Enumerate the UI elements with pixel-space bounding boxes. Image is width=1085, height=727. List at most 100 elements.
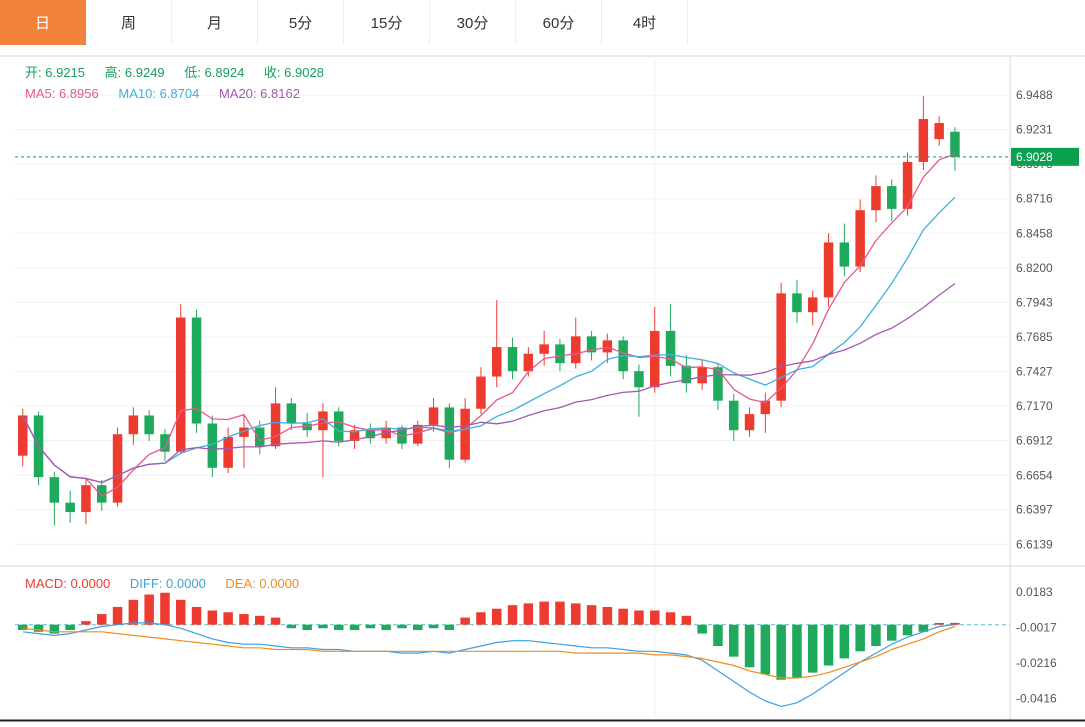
candle-body (871, 186, 881, 211)
macd-bar (444, 624, 455, 631)
tab-60min[interactable]: 60分 (516, 0, 602, 45)
macd-bar (492, 608, 502, 625)
ma5-value: 6.8956 (58, 86, 99, 101)
macd-bar (334, 624, 344, 631)
open-readout: 开: 6.9215 (25, 65, 86, 80)
candle-body (555, 344, 565, 364)
ma-legend: MA5: 6.8956 MA10: 6.8704 MA20: 6.8162 (25, 86, 316, 101)
tab-15min[interactable]: 15分 (344, 0, 430, 45)
svg-text:6.6139: 6.6139 (1016, 537, 1053, 551)
macd-bar (855, 624, 865, 652)
candle-body (665, 330, 676, 366)
candle-body (539, 344, 549, 354)
candle-body (918, 119, 929, 162)
macd-bar (176, 599, 186, 625)
dea-readout: DEA: 0.0000 (225, 576, 300, 591)
macd-bar (697, 624, 707, 634)
svg-text:6.6912: 6.6912 (1016, 434, 1053, 448)
candle-body (349, 430, 360, 441)
macd-bar (97, 614, 107, 625)
candle-body (239, 427, 249, 437)
macd-bar (302, 624, 312, 631)
ma10-value: 6.8704 (159, 86, 200, 101)
candle-body (602, 340, 613, 353)
macd-bar (112, 606, 123, 625)
ma5-readout: MA5: 6.8956 (25, 86, 99, 101)
macd-value: 0.0000 (70, 576, 111, 591)
macd-bar (33, 624, 44, 632)
candle-body (776, 293, 786, 401)
ohlc-legend: 开: 6.9215 高: 6.9249 低: 6.8924 收: 6.9028 (25, 62, 340, 81)
candle-body (523, 353, 534, 372)
candle-body (160, 434, 170, 452)
tab-week[interactable]: 周 (86, 0, 172, 45)
tab-5min[interactable]: 5分 (258, 0, 344, 45)
candle-body (808, 297, 818, 313)
candle-body (334, 411, 344, 441)
macd-bar (934, 622, 944, 625)
chart-area: 6.94886.92316.89736.87166.84586.82006.79… (0, 45, 1085, 727)
dea-value: 0.0000 (259, 576, 300, 591)
tab-30min[interactable]: 30分 (430, 0, 516, 45)
macd-bar (476, 612, 486, 625)
candle-body (744, 414, 755, 431)
candle-body (855, 210, 865, 267)
candle-body (49, 477, 60, 503)
macd-bar (223, 612, 233, 625)
macd-bar (602, 606, 613, 625)
candle-body (887, 186, 897, 209)
candle-body (713, 367, 723, 401)
ma20-value: 6.8162 (260, 86, 300, 101)
candle-body (681, 365, 692, 384)
macd-bar (887, 624, 897, 641)
candle-body (18, 415, 28, 456)
macd-bar (618, 608, 628, 625)
candle-body (444, 407, 455, 460)
macd-bar (792, 624, 802, 678)
macd-bar (950, 622, 960, 625)
candle-body (270, 403, 281, 447)
svg-text:6.9028: 6.9028 (1016, 150, 1053, 164)
candle-body (318, 411, 328, 431)
candle-body (112, 434, 123, 503)
chart-canvas[interactable]: 6.94886.92316.89736.87166.84586.82006.79… (0, 45, 1085, 727)
macd-bar (318, 624, 328, 629)
candle-body (729, 400, 739, 431)
macd-bar (397, 624, 407, 629)
panel-borders (0, 55, 1085, 722)
candle-body (950, 131, 960, 157)
diff-line (22, 622, 956, 708)
ma10-line (22, 196, 956, 484)
candle-body (586, 336, 597, 353)
candle-body (176, 317, 186, 452)
macd-bar (286, 624, 297, 629)
tab-month[interactable]: 月 (172, 0, 258, 45)
high-value: 6.9249 (124, 65, 165, 80)
candle-body (207, 423, 218, 468)
candle-body (902, 161, 913, 209)
macd-bar (555, 601, 565, 625)
candle-body (413, 424, 423, 444)
candles-layer (18, 96, 960, 526)
candle-body (934, 123, 944, 140)
macd-bar (270, 617, 281, 625)
svg-text:6.7943: 6.7943 (1016, 295, 1053, 309)
macd-bar (191, 606, 202, 625)
candle-body (460, 408, 470, 460)
tab-4hour[interactable]: 4时 (602, 0, 688, 45)
candle-body (286, 403, 297, 424)
macd-bar (902, 624, 913, 636)
candle-body (128, 415, 139, 435)
low-value: 6.8924 (204, 65, 245, 80)
dea-line (22, 625, 956, 679)
macd-bar (365, 624, 376, 629)
macd-bar (729, 624, 739, 657)
tab-day[interactable]: 日 (0, 0, 86, 45)
period-tabbar: 日周月 5分 15分 30分 60分 4时 (0, 0, 1085, 45)
macd-bar (65, 624, 75, 631)
candle-body (255, 427, 265, 447)
macd-histogram (18, 592, 960, 680)
candle-body (792, 293, 802, 313)
candle-body (365, 430, 376, 439)
